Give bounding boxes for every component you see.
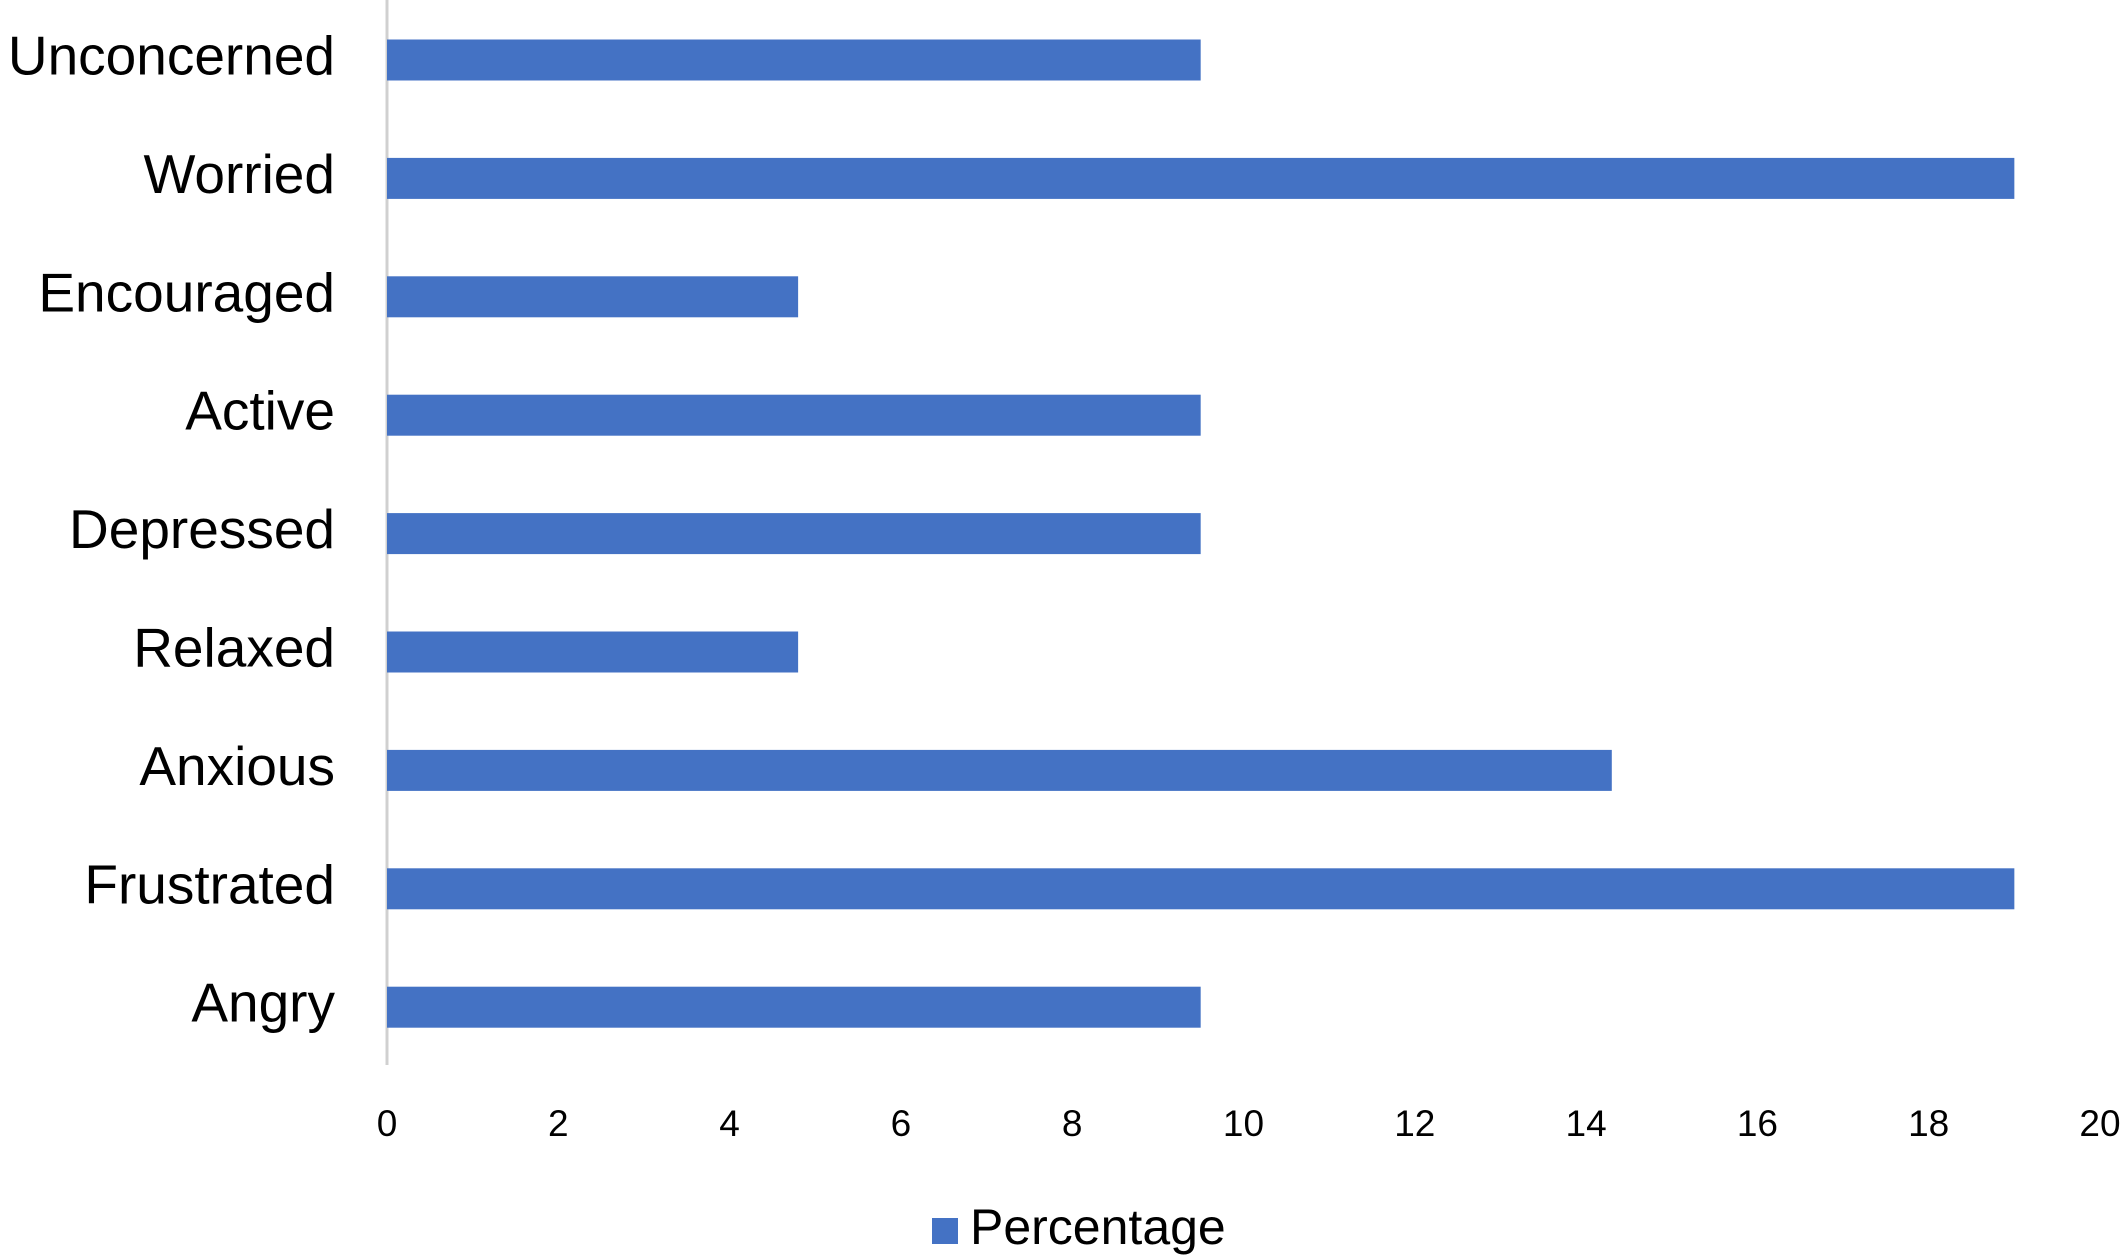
x-tick-label: 0 xyxy=(377,1103,398,1144)
y-tick-label: Depressed xyxy=(69,498,335,560)
bar xyxy=(387,276,799,318)
bar xyxy=(387,157,2015,199)
bar xyxy=(387,631,799,673)
legend-label: Percentage xyxy=(970,1199,1226,1255)
x-tick-label: 6 xyxy=(891,1103,912,1144)
x-tick-label: 18 xyxy=(1908,1103,1949,1144)
x-tick-label: 8 xyxy=(1062,1103,1083,1144)
x-tick-label: 10 xyxy=(1223,1103,1264,1144)
y-tick-label: Angry xyxy=(191,972,335,1034)
x-tick-label: 4 xyxy=(719,1103,740,1144)
y-tick-label: Worried xyxy=(143,143,335,205)
y-tick-label: Anxious xyxy=(139,735,335,797)
bar xyxy=(387,749,1612,791)
bar xyxy=(387,986,1201,1028)
x-tick-label: 20 xyxy=(2079,1103,2120,1144)
x-tick-label: 12 xyxy=(1394,1103,1435,1144)
x-tick-label: 2 xyxy=(548,1103,569,1144)
legend-swatch xyxy=(932,1218,958,1244)
x-tick-label: 14 xyxy=(1566,1103,1607,1144)
bar xyxy=(387,39,1201,81)
x-tick-label: 16 xyxy=(1737,1103,1778,1144)
y-tick-label: Frustrated xyxy=(84,853,335,915)
y-tick-label: Unconcerned xyxy=(8,25,335,87)
y-tick-label: Relaxed xyxy=(133,617,335,679)
y-tick-label: Encouraged xyxy=(38,261,335,323)
y-tick-label: Active xyxy=(185,380,335,442)
bar xyxy=(387,868,2015,910)
bar xyxy=(387,394,1201,436)
bar xyxy=(387,513,1201,555)
